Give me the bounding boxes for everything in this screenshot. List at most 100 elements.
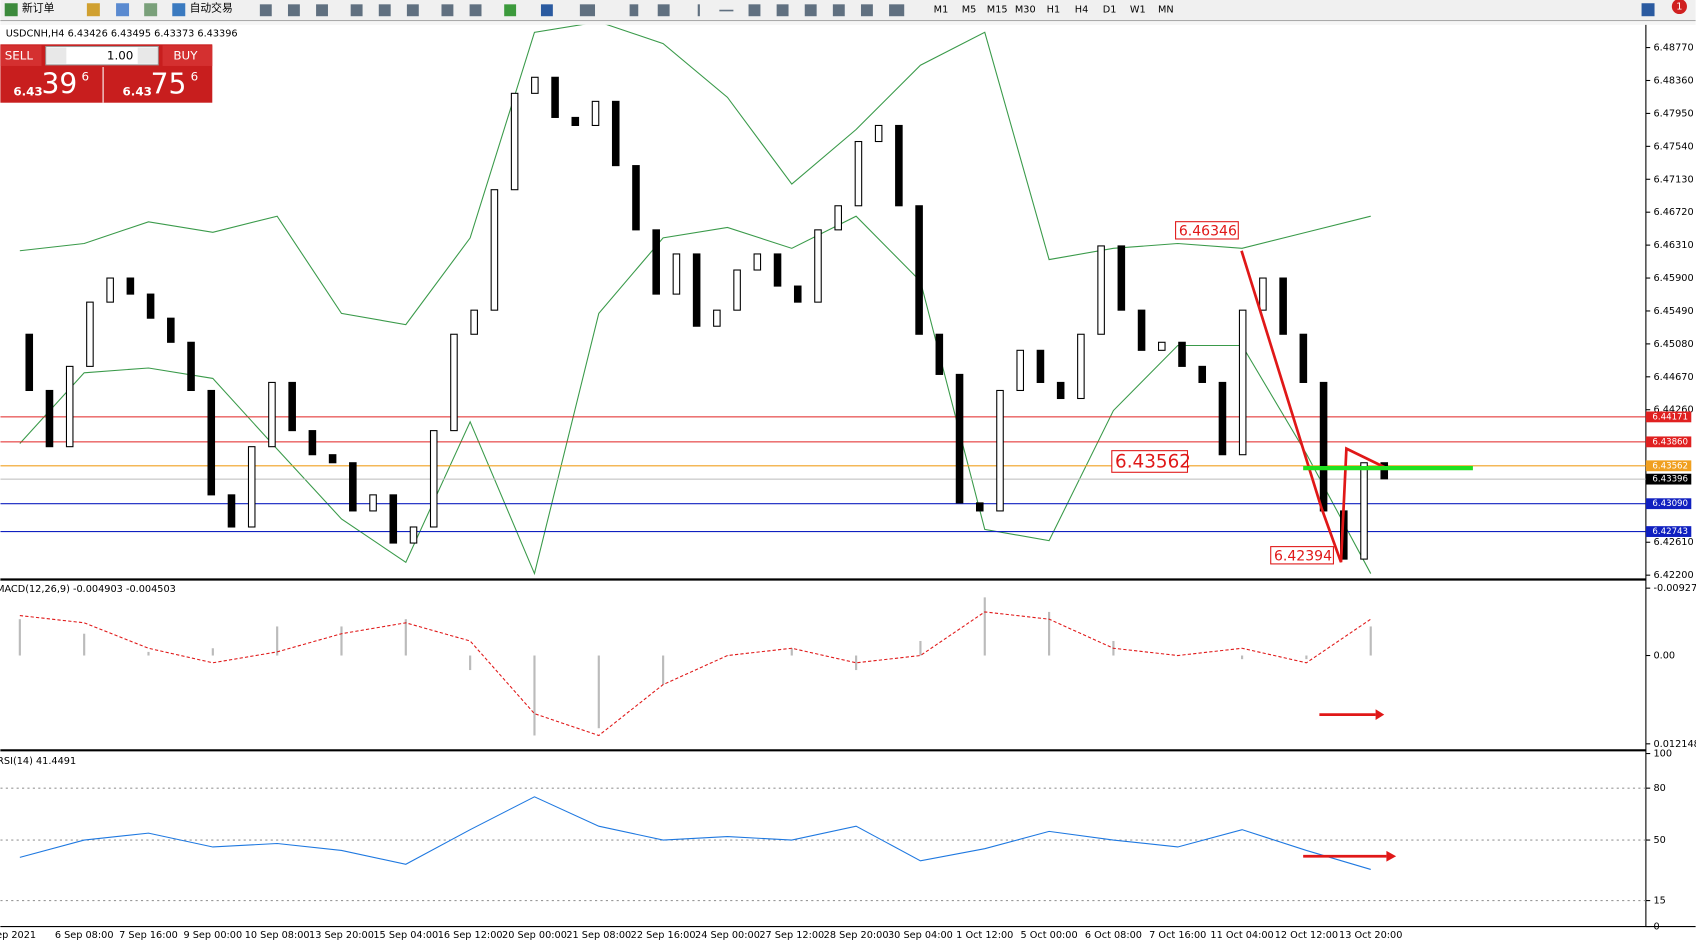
candle — [975, 502, 984, 512]
price-tag — [1645, 411, 1692, 423]
time-label: 24 Sep 00:00 — [695, 930, 760, 941]
price-tag-label: 6.43396 — [1652, 475, 1688, 485]
candle — [1097, 245, 1105, 335]
timeframe-button[interactable]: D1 — [1103, 5, 1117, 16]
price-tag — [1645, 526, 1692, 537]
candle — [288, 381, 296, 432]
price-annotation: 6.42394 — [1274, 548, 1332, 564]
timeframe-button[interactable]: W1 — [1130, 5, 1146, 16]
tool-icon[interactable] — [116, 3, 130, 17]
candle — [733, 269, 741, 311]
tool-icon[interactable] — [776, 4, 789, 17]
tool-icon[interactable] — [860, 4, 873, 17]
price-label: 6.45490 — [1653, 306, 1693, 317]
timeframe-button[interactable]: M5 — [962, 5, 977, 16]
timeframe-button[interactable]: M15 — [987, 5, 1008, 16]
axes: Sep 2021 6 Sep 08:00 7 Sep 16:00 9 Sep 00:0… — [0, 43, 1696, 942]
signal-line — [19, 611, 1372, 737]
candle — [874, 124, 883, 143]
candle — [1259, 277, 1267, 311]
tool-icon[interactable] — [889, 4, 905, 17]
tool-icon[interactable] — [406, 4, 419, 17]
tool-icon[interactable] — [804, 4, 817, 17]
bid-digits[interactable]: 39 — [41, 67, 77, 100]
new-order-icon[interactable] — [4, 3, 18, 17]
candle — [126, 277, 135, 295]
tool-icon[interactable] — [540, 4, 553, 17]
alert-badge[interactable] — [1671, 0, 1687, 15]
macd-bar — [147, 651, 150, 656]
timeframe-button[interactable]: MN — [1158, 5, 1174, 16]
candle — [672, 253, 681, 295]
tool-icon[interactable] — [144, 3, 158, 17]
auto-trading-icon[interactable] — [172, 3, 186, 17]
lots-up[interactable] — [137, 47, 158, 64]
tool-icon[interactable] — [504, 4, 517, 17]
candle — [1299, 333, 1308, 383]
tool-icon[interactable] — [697, 4, 700, 17]
tool-icon[interactable] — [832, 4, 845, 17]
tool-icon[interactable] — [287, 4, 300, 17]
bid-pip[interactable]: 6 — [81, 69, 89, 83]
sell-label[interactable]: SELL — [5, 49, 34, 63]
lots-down[interactable] — [46, 47, 67, 64]
macd-bar — [276, 626, 279, 656]
buy-button[interactable] — [162, 45, 213, 66]
auto-trading-button[interactable]: 自动交易 — [190, 1, 233, 15]
bid-big[interactable]: 6.43 — [13, 84, 42, 98]
candle — [1117, 245, 1126, 311]
candle — [1158, 341, 1166, 351]
search-icon[interactable] — [1641, 3, 1655, 17]
candle — [450, 333, 458, 432]
toolbar — [0, 0, 1696, 21]
tool-icon[interactable] — [748, 4, 761, 17]
lots-value[interactable]: 1.00 — [107, 49, 133, 63]
price-label: 6.48770 — [1653, 43, 1693, 54]
macd-bar — [1048, 611, 1051, 656]
tool-icon[interactable] — [629, 4, 639, 17]
time-label: 22 Sep 16:00 — [631, 930, 696, 941]
price-tag-label: 6.44171 — [1652, 412, 1688, 422]
new-order-button[interactable]: 新订单 — [22, 1, 55, 15]
timeframe-button[interactable]: H4 — [1075, 5, 1089, 16]
time-label: 20 Sep 00:00 — [502, 930, 567, 941]
tool-icon[interactable] — [350, 4, 363, 17]
candle — [955, 373, 964, 504]
ask-big[interactable]: 6.43 — [123, 84, 152, 98]
timeframe-button[interactable]: H1 — [1047, 5, 1061, 16]
alert-count: 1 — [1676, 1, 1682, 12]
candle — [510, 92, 519, 191]
price-label: 6.45080 — [1653, 339, 1693, 350]
timeframe-button[interactable]: M30 — [1015, 5, 1036, 16]
time-label: 5 Oct 00:00 — [1020, 930, 1077, 941]
candle — [551, 76, 559, 118]
sell-button[interactable] — [0, 45, 42, 66]
tool-icon[interactable] — [316, 4, 328, 17]
timeframe-button[interactable]: M1 — [934, 5, 949, 16]
lots-input[interactable] — [45, 45, 159, 66]
buy-label[interactable]: BUY — [173, 49, 198, 63]
ask-digits[interactable]: 75 — [151, 67, 187, 100]
time-label: 6 Sep 08:00 — [55, 930, 114, 941]
tool-icon[interactable] — [441, 4, 454, 17]
tool-icon[interactable] — [657, 4, 670, 17]
ask-pip[interactable]: 6 — [191, 69, 199, 83]
price-label: 0.012148 — [1653, 739, 1696, 750]
macd-bar — [790, 648, 793, 656]
candle — [935, 333, 944, 375]
tool-icon[interactable] — [378, 4, 391, 17]
symbol-info: USDCNH,H4 6.43426 6.43495 6.43373 6.4339… — [6, 29, 238, 40]
candle — [65, 365, 74, 448]
arrow-head — [1375, 709, 1385, 721]
tool-icon[interactable] — [86, 3, 100, 17]
price-tag — [1645, 460, 1692, 472]
tool-icon[interactable] — [579, 4, 596, 17]
price-label: 6.42610 — [1653, 537, 1693, 548]
trade-panel: SELL 1.00 BUY 6.43 39 6 6.43 75 6 — [0, 44, 213, 103]
tool-icon[interactable] — [469, 4, 482, 17]
macd-bar — [18, 619, 21, 656]
tool-icon[interactable] — [259, 4, 272, 17]
bollinger-band — [19, 24, 1371, 326]
tool-icon[interactable] — [719, 9, 734, 12]
